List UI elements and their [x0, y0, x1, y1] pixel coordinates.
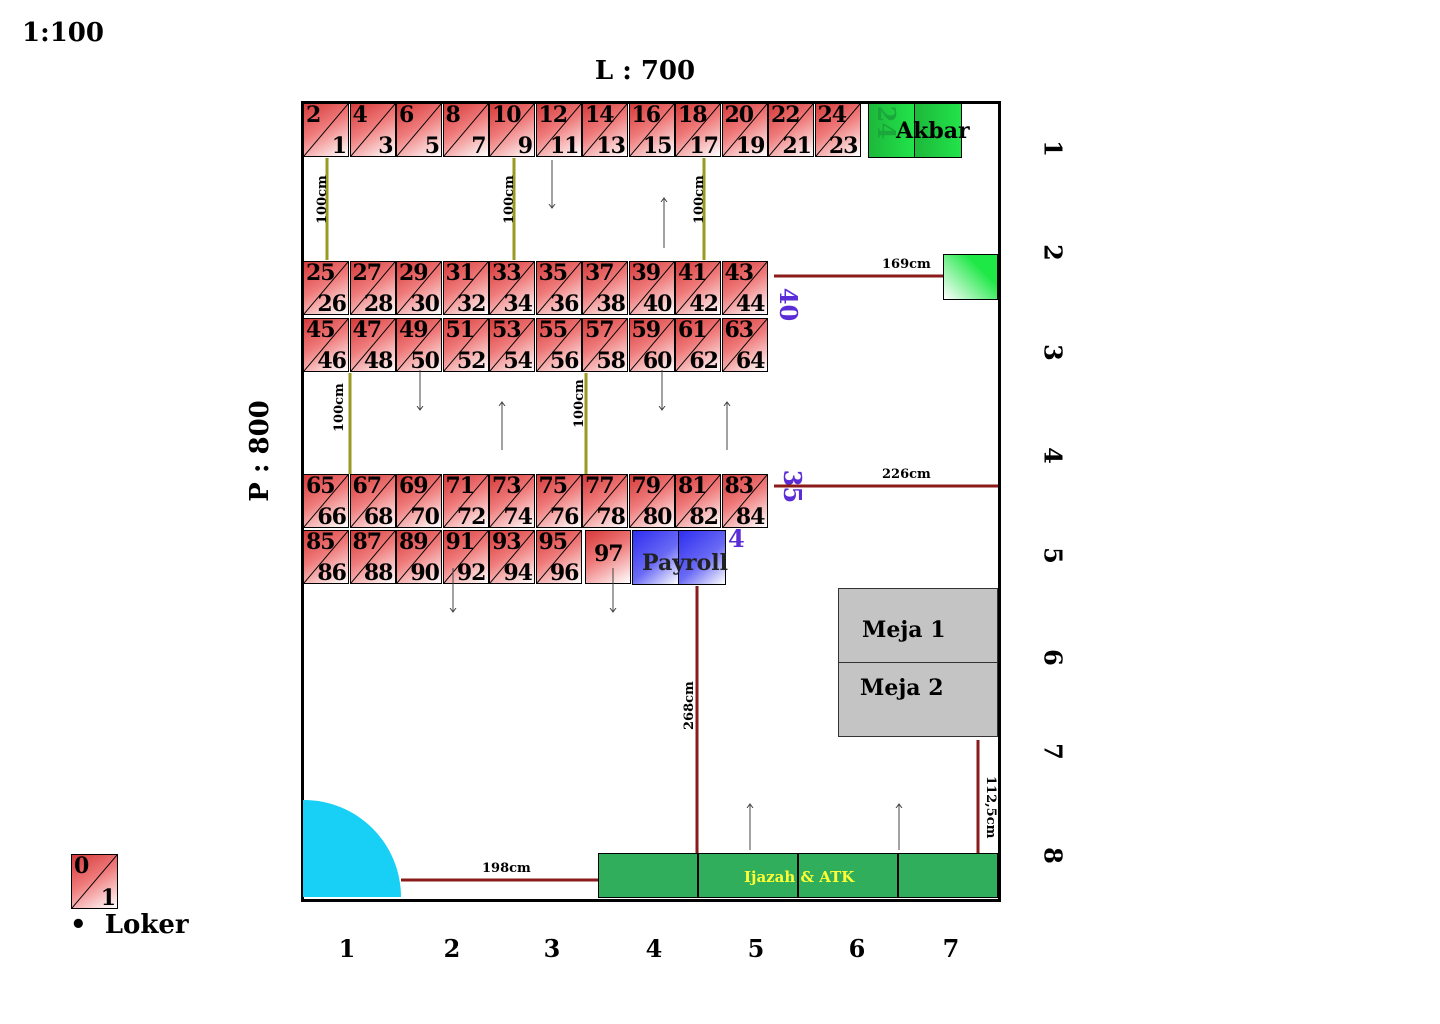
dim-label-100-1: 100cm [315, 175, 330, 224]
cabinet-section-3 [798, 853, 898, 898]
locker-41-42: 41 42 [675, 261, 721, 315]
locker-83-84: 83 84 [721, 474, 768, 528]
locker-39-40: 39 40 [628, 261, 675, 315]
dim-label-100-2: 100cm [502, 175, 517, 224]
legend-locker-icon: 0 1 [71, 854, 118, 909]
locker-63-64: 63 64 [721, 318, 768, 372]
locker-16-15: 16 15 [628, 103, 675, 157]
col-number-1: 1 [338, 934, 356, 963]
locker-65-66: 65 66 [303, 474, 349, 528]
locker-57-58: 57 58 [582, 318, 628, 372]
col-number-2: 2 [443, 934, 461, 963]
row-number-7: 7 [1038, 743, 1068, 760]
row-number-2: 2 [1038, 244, 1068, 261]
locker-31-32: 31 32 [442, 261, 489, 315]
locker-81-82: 81 82 [675, 474, 721, 528]
row-number-8: 8 [1038, 847, 1068, 864]
cabinet-label: Ijazah & ATK [744, 868, 855, 886]
dim-label-100-4: 100cm [332, 383, 347, 432]
locker-69-70: 69 70 [396, 474, 442, 528]
dim-label-112: 112,5cm [983, 776, 998, 839]
row-number-1: 1 [1038, 140, 1068, 157]
cabinet-section-2 [698, 853, 798, 898]
meja-1-label: Meja 1 [862, 617, 946, 643]
meja-2-label: Meja 2 [860, 675, 944, 701]
locker-33-34: 33 34 [489, 261, 535, 315]
locker-45-46: 45 46 [303, 318, 349, 372]
locker-10-9: 10 9 [489, 103, 535, 157]
scale-label: 1:100 [22, 18, 104, 48]
dim-label-268: 268cm [682, 681, 697, 730]
cabinet-section-4 [898, 853, 998, 898]
payroll-cell-b [678, 530, 726, 585]
locker-29-30: 29 30 [396, 261, 442, 315]
locker-87-88: 87 88 [349, 530, 396, 584]
locker-25-26: 25 26 [303, 261, 349, 315]
locker-53-54: 53 54 [489, 318, 535, 372]
locker-24-23: 24 23 [814, 103, 861, 157]
dim-label-226: 226cm [882, 467, 931, 482]
row-number-3: 3 [1038, 344, 1068, 361]
green-box-right [943, 254, 998, 300]
table-meja-1 [838, 588, 998, 663]
legend-label: • Loker [70, 910, 189, 940]
row-number-4: 4 [1038, 447, 1068, 464]
locker-77-78: 77 78 [582, 474, 628, 528]
locker-20-19: 20 19 [721, 103, 768, 157]
dim-label-100-5: 100cm [572, 379, 587, 428]
locker-61-62: 61 62 [675, 318, 721, 372]
col-number-4: 4 [645, 934, 663, 963]
locker-27-28: 27 28 [349, 261, 396, 315]
cabinet-section-1 [598, 853, 698, 898]
locker-95-96: 95 96 [535, 530, 582, 584]
locker-49-50: 49 50 [396, 318, 442, 372]
room-width-label: L : 700 [594, 56, 696, 86]
table-meja-2 [838, 662, 998, 737]
col-number-5: 5 [747, 934, 765, 963]
locker-79-80: 79 80 [628, 474, 675, 528]
col-number-6: 6 [848, 934, 866, 963]
row-number-5: 5 [1038, 547, 1068, 564]
payroll-label: Payroll [642, 550, 728, 576]
locker-97: 97 [585, 530, 631, 584]
akbar-locker-b [914, 103, 962, 158]
locker-75-76: 75 76 [535, 474, 582, 528]
locker-67-68: 67 68 [349, 474, 396, 528]
locker-59-60: 59 60 [628, 318, 675, 372]
akbar-label: Akbar [896, 118, 970, 144]
locker-51-52: 51 52 [442, 318, 489, 372]
locker-55-56: 55 56 [535, 318, 582, 372]
locker-93-94: 93 94 [489, 530, 535, 584]
locker-14-13: 14 13 [582, 103, 628, 157]
locker-22-21: 22 21 [768, 103, 814, 157]
locker-73-74: 73 74 [489, 474, 535, 528]
col-number-7: 7 [942, 934, 960, 963]
row-number-6: 6 [1038, 649, 1068, 666]
locker-43-44: 43 44 [721, 261, 768, 315]
dim-label-169: 169cm [882, 257, 931, 272]
locker-18-17: 18 17 [675, 103, 721, 157]
dim-label-198: 198cm [482, 861, 531, 876]
locker-12-11: 12 11 [535, 103, 582, 157]
locker-71-72: 71 72 [442, 474, 489, 528]
locker-89-90: 89 90 [396, 530, 442, 584]
locker-91-92: 91 92 [442, 530, 489, 584]
locker-85-86: 85 86 [303, 530, 349, 584]
locker-47-48: 47 48 [349, 318, 396, 372]
locker-35-36: 35 36 [535, 261, 582, 315]
col-number-3: 3 [543, 934, 561, 963]
akbar-locker-a [868, 103, 915, 158]
dim-label-100-3: 100cm [692, 175, 707, 224]
locker-37-38: 37 38 [582, 261, 628, 315]
purple-label-4: 4 [728, 524, 745, 553]
